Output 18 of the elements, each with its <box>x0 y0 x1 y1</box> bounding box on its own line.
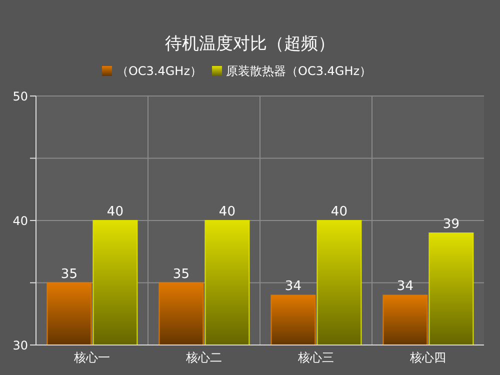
y-tick-label: 50 <box>12 89 28 104</box>
data-label: 40 <box>330 204 348 220</box>
x-tick-label: 核心三 <box>297 350 334 365</box>
x-tick-label: 核心一 <box>73 350 110 365</box>
data-label: 40 <box>218 204 236 220</box>
data-label: 34 <box>284 279 302 294</box>
legend-label: 原装散热器（OC3.4GHz） <box>226 64 372 78</box>
chart-title: 待机温度对比（超频） <box>164 33 336 55</box>
data-label: 39 <box>442 216 460 232</box>
data-label: 35 <box>60 266 78 282</box>
data-label: 34 <box>396 279 414 294</box>
data-label: 35 <box>172 266 190 282</box>
y-tick-label: 30 <box>12 338 28 352</box>
data-label: 40 <box>106 204 124 220</box>
x-tick-label: 核心二 <box>185 350 222 365</box>
x-tick-label: 核心四 <box>409 350 446 365</box>
legend-label: （OC3.4GHz） <box>116 64 202 78</box>
y-tick-label: 40 <box>12 214 28 228</box>
